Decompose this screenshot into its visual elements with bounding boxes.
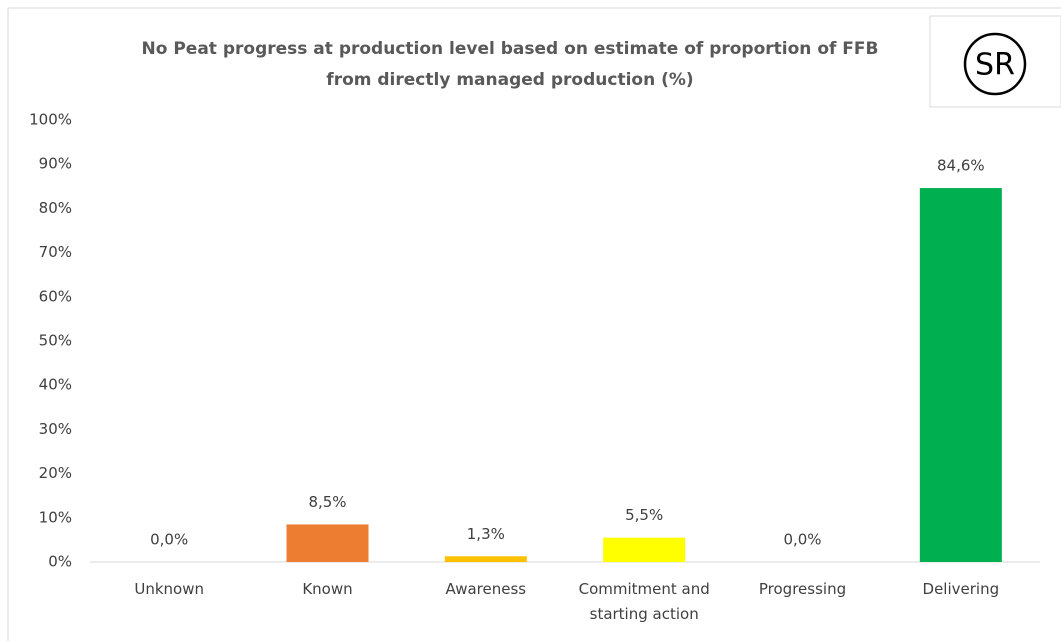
y-tick-label: 70%: [39, 243, 72, 261]
bar: [603, 537, 686, 562]
y-tick-label: 0%: [48, 553, 72, 571]
x-tick-label: Known: [302, 580, 352, 598]
y-tick-label: 60%: [39, 287, 72, 305]
logo-circle: [963, 32, 1027, 96]
bar: [444, 556, 527, 562]
x-tick-label: Delivering: [923, 580, 1000, 598]
y-tick-label: 50%: [39, 332, 72, 350]
x-tick-label: Commitment and starting action: [579, 580, 710, 623]
y-tick-label: 40%: [39, 376, 72, 394]
data-label: 1,3%: [467, 525, 505, 543]
bar: [919, 188, 1002, 562]
data-label: 0,0%: [783, 531, 821, 549]
y-tick-label: 30%: [39, 420, 72, 438]
data-label: 0,0%: [150, 531, 188, 549]
data-label: 5,5%: [625, 506, 663, 524]
y-tick-label: 10%: [39, 508, 72, 526]
x-tick-label: Awareness: [446, 580, 527, 598]
y-tick-label: 100%: [29, 111, 72, 129]
chart-title: No Peat progress at production level bas…: [142, 39, 879, 90]
logo-text: SR: [975, 48, 1015, 83]
data-label: 84,6%: [937, 157, 985, 175]
y-tick-label: 80%: [39, 199, 72, 217]
bar: [286, 524, 369, 562]
data-label: 8,5%: [308, 493, 346, 511]
y-tick-label: 90%: [39, 155, 72, 173]
x-tick-label: Unknown: [134, 580, 204, 598]
y-tick-label: 20%: [39, 464, 72, 482]
logo-box: [929, 15, 1061, 108]
x-tick-label: Progressing: [759, 580, 846, 598]
